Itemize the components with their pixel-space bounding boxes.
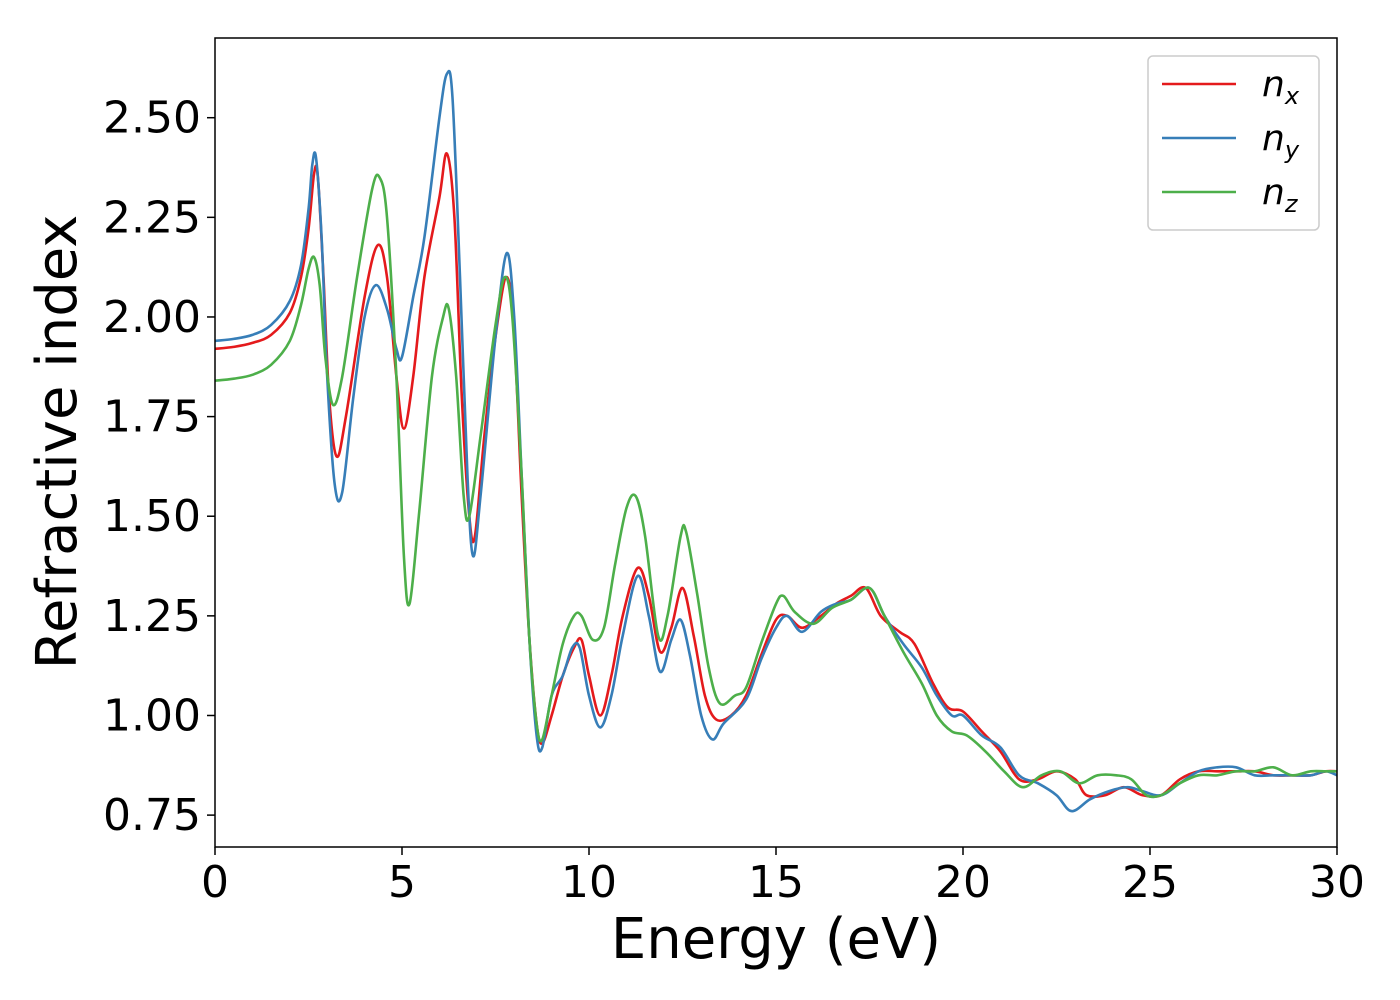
y-tick-label: 1.25 [103, 591, 201, 642]
y-tick-label: 1.75 [103, 392, 201, 443]
x-tick-label: 15 [748, 857, 804, 908]
y-axis-label: Refractive index [25, 215, 90, 670]
y-tick-label: 2.00 [103, 292, 201, 343]
y-tick-label: 0.75 [103, 790, 201, 841]
y-tick-label: 2.50 [103, 93, 201, 144]
axis-ticks: 0 5 10 15 20 25 30 0.75 1.00 1.25 1.50 1.75 2.00 2.25… [103, 93, 1365, 908]
legend-label-ny: ny [1262, 118, 1300, 164]
x-tick-label: 20 [935, 857, 991, 908]
y-tick-label: 1.50 [103, 491, 201, 542]
x-tick-label: 5 [388, 857, 416, 908]
legend-label-nx: nx [1262, 64, 1300, 110]
legend-box [1147, 55, 1320, 231]
x-tick-label: 30 [1309, 857, 1365, 908]
series-line-nz [215, 173, 1337, 799]
x-tick-label: 10 [561, 857, 617, 908]
x-axis-label: Energy (eV) [611, 907, 941, 972]
x-tick-label: 25 [1122, 857, 1178, 908]
y-tick-label: 1.00 [103, 690, 201, 741]
x-tick-label: 0 [201, 857, 229, 908]
y-tick-label: 2.25 [103, 192, 201, 243]
series-line-nx [215, 152, 1337, 798]
series-lines [215, 69, 1337, 813]
series-line-ny [215, 69, 1337, 813]
